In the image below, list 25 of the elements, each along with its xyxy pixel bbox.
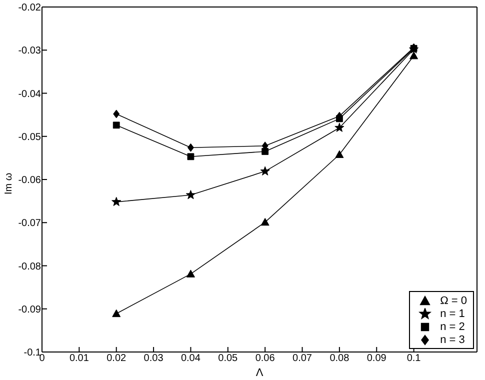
x-tick-label: 0.02 <box>106 353 127 364</box>
x-tick-label: 0.08 <box>330 353 350 364</box>
x-tick-label: 0.07 <box>292 353 312 364</box>
y-tick-label: -0.02 <box>18 2 42 14</box>
legend-label: n = 3 <box>440 334 465 346</box>
x-axis-title: Λ <box>256 367 264 379</box>
x-tick-label: 0.09 <box>366 353 387 364</box>
legend-label: n = 2 <box>440 320 465 332</box>
legend-label: n = 1 <box>440 308 465 320</box>
y-tick-label: -0.03 <box>18 46 42 57</box>
x-tick-label: 0.1 <box>406 353 422 364</box>
x-tick-label: 0.04 <box>180 353 201 364</box>
y-tick-label: -0.08 <box>18 261 42 272</box>
y-axis-title: Im ω <box>4 172 15 194</box>
y-tick-label: -0.04 <box>18 88 42 100</box>
y-tick-label: -0.09 <box>18 304 42 316</box>
x-tick-label: 0.06 <box>255 353 276 364</box>
legend-label: Ω = 0 <box>440 294 467 306</box>
x-tick-label: 0.01 <box>69 353 90 364</box>
y-tick-label: -0.06 <box>18 175 42 186</box>
x-tick-label: 0.03 <box>144 353 164 364</box>
y-tick-label: -0.07 <box>18 218 42 230</box>
y-tick-label: -0.05 <box>18 132 42 143</box>
x-tick-label: 0 <box>39 353 46 364</box>
x-tick-label: 0.05 <box>218 353 238 364</box>
